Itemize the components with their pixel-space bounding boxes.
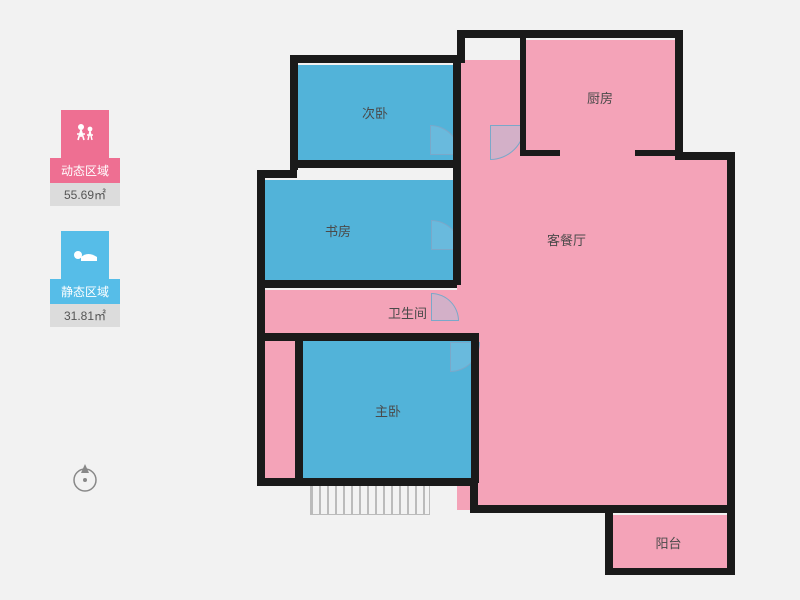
people-icon	[61, 110, 109, 158]
room-study: 书房	[265, 180, 455, 280]
legend-static: 静态区域 31.81㎡	[50, 231, 120, 327]
wall	[605, 505, 735, 513]
wall	[520, 150, 560, 156]
compass-icon	[68, 460, 102, 494]
legend-dynamic: 动态区域 55.69㎡	[50, 110, 120, 206]
legend-static-label: 静态区域	[50, 279, 120, 304]
wall	[635, 150, 680, 156]
wall	[290, 160, 460, 168]
balcony-rail	[310, 485, 430, 515]
legend-dynamic-label: 动态区域	[50, 158, 120, 183]
wall	[453, 55, 461, 285]
room-master-bedroom-label: 主卧	[375, 401, 401, 420]
wall	[605, 505, 613, 575]
wall	[290, 55, 298, 170]
wall	[471, 333, 479, 483]
wall	[675, 152, 735, 160]
wall	[520, 33, 526, 155]
legend-dynamic-value: 55.69㎡	[50, 183, 120, 206]
room-bathroom: 卫生间	[265, 290, 457, 335]
wall	[727, 152, 735, 512]
floorplan: 客餐厅 厨房 卫生间 阳台 次卧 书房 主卧	[235, 30, 745, 590]
room-kitchen-label: 厨房	[587, 88, 613, 107]
room-secondary-bedroom-label: 次卧	[362, 103, 388, 122]
room-living-label: 客餐厅	[547, 230, 586, 249]
room-bathroom-label: 卫生间	[388, 303, 427, 322]
wall	[290, 55, 460, 63]
wall	[257, 280, 457, 288]
room-living: 客餐厅	[457, 155, 727, 510]
wall	[300, 478, 478, 486]
room-kitchen: 厨房	[525, 40, 675, 155]
wall	[470, 505, 610, 513]
room-master-bedroom: 主卧	[303, 340, 473, 480]
sleep-icon	[61, 231, 109, 279]
room-study-label: 书房	[325, 221, 351, 240]
wall	[675, 30, 683, 160]
wall	[257, 333, 477, 341]
wall	[457, 30, 682, 38]
room-balcony: 阳台	[610, 515, 727, 570]
wall	[727, 505, 735, 575]
wall	[257, 170, 265, 485]
room-balcony-label: 阳台	[655, 533, 681, 552]
wall	[295, 333, 303, 483]
wall	[605, 568, 735, 575]
legend-static-value: 31.81㎡	[50, 304, 120, 327]
legend-panel: 动态区域 55.69㎡ 静态区域 31.81㎡	[50, 110, 120, 352]
